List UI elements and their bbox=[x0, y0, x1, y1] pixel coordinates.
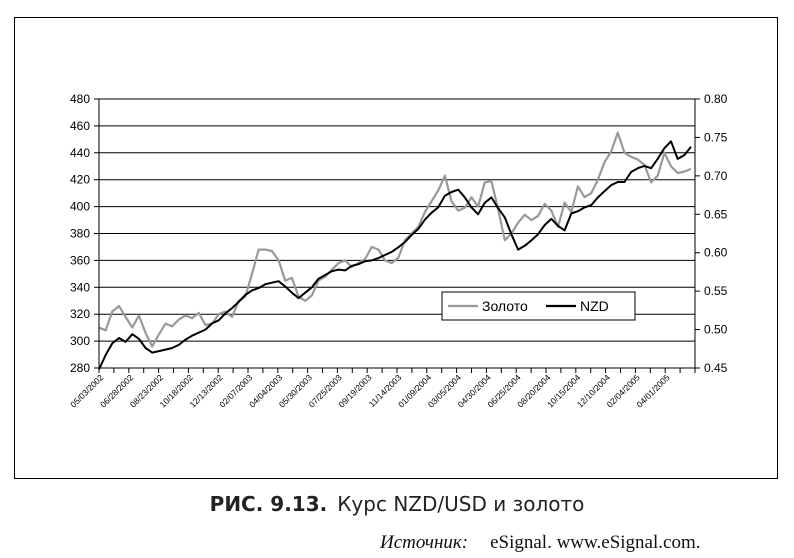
series-layer bbox=[98, 131, 692, 370]
y-left-tick-label: 340 bbox=[70, 280, 90, 294]
source-text: eSignal. www.eSignal.com. bbox=[490, 532, 701, 553]
y-right-tick-label: 0.65 bbox=[704, 207, 728, 221]
y-right-tick-label: 0.75 bbox=[704, 130, 728, 144]
legend-label: Золото bbox=[482, 298, 528, 314]
chart-frame: 280 300 320 340 360 380 400 420 440 460 480 0.45 0.5… bbox=[14, 17, 778, 479]
y-left-tick-label: 480 bbox=[70, 92, 90, 106]
source-label: Источник: bbox=[380, 532, 469, 553]
y-right-tick-label: 0.60 bbox=[704, 246, 728, 260]
y-left-tick-label: 440 bbox=[70, 146, 90, 160]
y-left-tick-label: 360 bbox=[70, 253, 90, 267]
y-left-tick-label: 460 bbox=[70, 119, 90, 133]
y-left-tick-label: 320 bbox=[70, 307, 90, 321]
series-line-nzd bbox=[98, 140, 692, 370]
y-right-tick-label: 0.70 bbox=[704, 169, 728, 183]
y-left-tick-label: 380 bbox=[70, 227, 90, 241]
figure-caption: РИС. 9.13. Курс NZD/USD и золото bbox=[0, 492, 794, 516]
y-left-tick-label: 420 bbox=[70, 173, 90, 187]
source-line: Источник: eSignal. www.eSignal.com. bbox=[380, 532, 700, 554]
grid-layer bbox=[99, 98, 695, 369]
y-left-tick-label: 300 bbox=[70, 334, 90, 348]
chart-svg: 280 300 320 340 360 380 400 420 440 460 480 0.45 0.5… bbox=[68, 92, 727, 409]
figure-title: Курс NZD/USD и золото bbox=[337, 492, 585, 516]
y-left-tick-label: 280 bbox=[70, 361, 90, 375]
axes-layer: 280 300 320 340 360 380 400 420 440 460 480 0.45 0.5… bbox=[68, 92, 727, 409]
y-right-tick-label: 0.80 bbox=[704, 92, 728, 106]
y-left-tick-label: 400 bbox=[70, 200, 90, 214]
y-right-tick-label: 0.50 bbox=[704, 323, 728, 337]
y-right-tick-label: 0.45 bbox=[704, 361, 728, 375]
legend-label: NZD bbox=[580, 298, 609, 314]
series-line-gold bbox=[98, 131, 692, 348]
y-right-tick-label: 0.55 bbox=[704, 284, 728, 298]
legend: Золото NZD bbox=[441, 291, 636, 321]
figure-number: РИС. 9.13. bbox=[209, 492, 328, 516]
